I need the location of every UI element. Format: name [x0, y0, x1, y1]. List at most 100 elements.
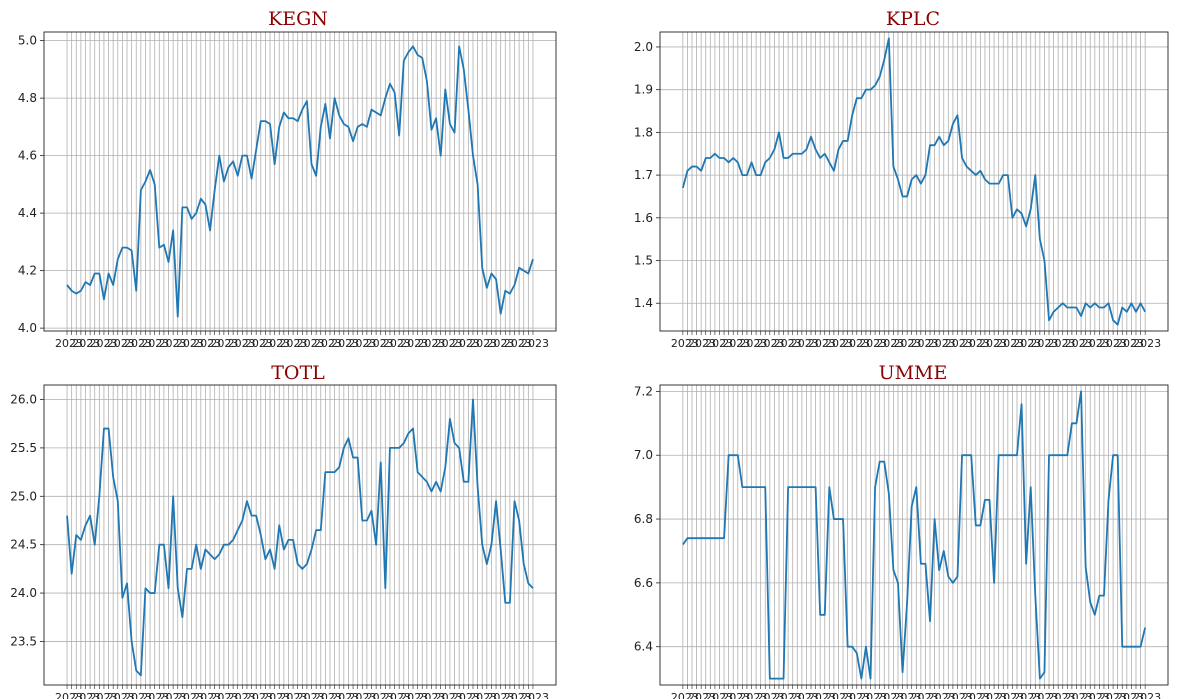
- y-tick-label: 6.6: [634, 576, 653, 590]
- y-tick-label: 1.4: [634, 296, 653, 310]
- subplot-umme: UMME 6.46.66.87.07.220232023202320232023…: [634, 362, 1169, 699]
- x-tick-label: 2023: [893, 691, 921, 699]
- x-tick-label: 2023: [417, 691, 445, 699]
- x-tick-label: 2023: [996, 337, 1024, 350]
- y-tick-label: 2.0: [634, 40, 653, 54]
- y-tick-label: 1.7: [634, 168, 653, 182]
- x-tick-label: 2023: [808, 691, 836, 699]
- y-tick-label: 5.0: [18, 34, 37, 48]
- x-tick-label: 2023: [193, 337, 221, 350]
- x-tick-label: 2023: [366, 691, 394, 699]
- x-tick-label: 2023: [739, 691, 767, 699]
- subplot-kegn: KEGN 4.04.24.44.64.85.020232023202320232…: [18, 8, 557, 350]
- x-tick-label: 2023: [314, 337, 342, 350]
- x-tick-label: 2023: [1133, 337, 1161, 350]
- x-tick-label: 2023: [417, 337, 445, 350]
- plot-area: 1.41.51.61.71.81.92.02023202320232023202…: [634, 31, 1169, 350]
- x-tick-labels: 2023202320232023202320232023202320232023…: [671, 691, 1161, 699]
- x-tick-label: 2023: [876, 337, 904, 350]
- axes-frame: [659, 384, 1169, 686]
- x-tick-label: 2023: [107, 337, 135, 350]
- x-tick-label: 2023: [141, 337, 169, 350]
- chart-title: KPLC: [886, 8, 940, 30]
- y-tick-label: 25.0: [10, 489, 37, 503]
- y-tick-label: 1.9: [634, 83, 653, 97]
- x-tick-label: 2023: [176, 691, 204, 699]
- x-tick-label: 2023: [928, 691, 956, 699]
- x-tick-label: 2023: [228, 337, 256, 350]
- y-tick-label: 4.0: [18, 321, 37, 335]
- x-tick-label: 2023: [979, 337, 1007, 350]
- plot-area: 6.46.66.87.07.22023202320232023202320232…: [634, 384, 1169, 699]
- x-tick-label: 2023: [383, 691, 411, 699]
- chart-title: TOTL: [271, 362, 325, 384]
- x-tick-label: 2023: [876, 691, 904, 699]
- x-tick-label: 2023: [859, 691, 887, 699]
- x-tick-label: 2023: [55, 691, 83, 699]
- y-tick-label: 24.5: [10, 538, 37, 552]
- x-tick-label: 2023: [400, 691, 428, 699]
- y-tick-label: 24.0: [10, 586, 37, 600]
- chart-title: KEGN: [268, 8, 328, 30]
- y-tick-label: 25.5: [10, 441, 37, 455]
- x-tick-label: 2023: [124, 337, 152, 350]
- x-tick-label: 2023: [72, 337, 100, 350]
- x-tick-label: 2023: [521, 337, 549, 350]
- x-tick-label: 2023: [842, 691, 870, 699]
- x-tick-label: 2023: [210, 337, 238, 350]
- x-tick-label: 2023: [297, 691, 325, 699]
- x-tick-label: 2023: [452, 691, 480, 699]
- x-tick-label: 2023: [279, 691, 307, 699]
- x-tick-label: 2023: [176, 337, 204, 350]
- x-tick-label: 2023: [722, 691, 750, 699]
- x-tick-label: 2023: [962, 691, 990, 699]
- x-tick-label: 2023: [1065, 691, 1093, 699]
- x-tick-label: 2023: [774, 337, 802, 350]
- x-tick-label: 2023: [928, 337, 956, 350]
- x-tick-label: 2023: [688, 337, 716, 350]
- x-tick-label: 2023: [159, 691, 187, 699]
- x-tick-label: 2023: [348, 337, 376, 350]
- x-tick-label: 2023: [124, 691, 152, 699]
- x-tick-label: 2023: [1133, 691, 1161, 699]
- x-tick-label: 2023: [1116, 337, 1144, 350]
- x-tick-label: 2023: [962, 337, 990, 350]
- x-tick-label: 2023: [504, 337, 532, 350]
- x-tick-label: 2023: [945, 337, 973, 350]
- x-tick-label: 2023: [435, 691, 463, 699]
- x-tick-label: 2023: [996, 691, 1024, 699]
- x-tick-label: 2023: [469, 691, 497, 699]
- x-tick-label: 2023: [1048, 337, 1076, 350]
- x-tick-label: 2023: [893, 337, 921, 350]
- x-tick-label: 2023: [193, 691, 221, 699]
- x-tick-label: 2023: [210, 691, 238, 699]
- x-tick-label: 2023: [331, 337, 359, 350]
- x-tick-label: 2023: [521, 691, 549, 699]
- x-tick-label: 2023: [469, 337, 497, 350]
- x-tick-label: 2023: [705, 337, 733, 350]
- x-tick-label: 2023: [159, 337, 187, 350]
- y-tick-label: 1.8: [634, 125, 653, 139]
- x-tick-label: 2023: [1013, 691, 1041, 699]
- subplot-totl: TOTL 23.524.024.525.025.526.020232023202…: [10, 362, 557, 699]
- x-tick-label: 2023: [262, 337, 290, 350]
- x-tick-label: 2023: [1048, 691, 1076, 699]
- x-tick-label: 2023: [452, 337, 480, 350]
- y-tick-label: 7.0: [634, 448, 653, 462]
- chart-title: UMME: [879, 362, 948, 384]
- x-tick-label: 2023: [911, 337, 939, 350]
- x-tick-label: 2023: [400, 337, 428, 350]
- x-tick-label: 2023: [348, 691, 376, 699]
- x-tick-label: 2023: [979, 691, 1007, 699]
- y-tick-label: 4.4: [18, 206, 37, 220]
- axes-frame: [43, 31, 557, 332]
- x-tick-label: 2023: [842, 337, 870, 350]
- y-tick-label: 23.5: [10, 634, 37, 648]
- x-tick-label: 2023: [722, 337, 750, 350]
- x-tick-label: 2023: [739, 337, 767, 350]
- plot-area: 4.04.24.44.64.85.02023202320232023202320…: [18, 31, 557, 350]
- x-tick-label: 2023: [504, 691, 532, 699]
- x-tick-label: 2023: [1082, 691, 1110, 699]
- x-tick-label: 2023: [1030, 691, 1058, 699]
